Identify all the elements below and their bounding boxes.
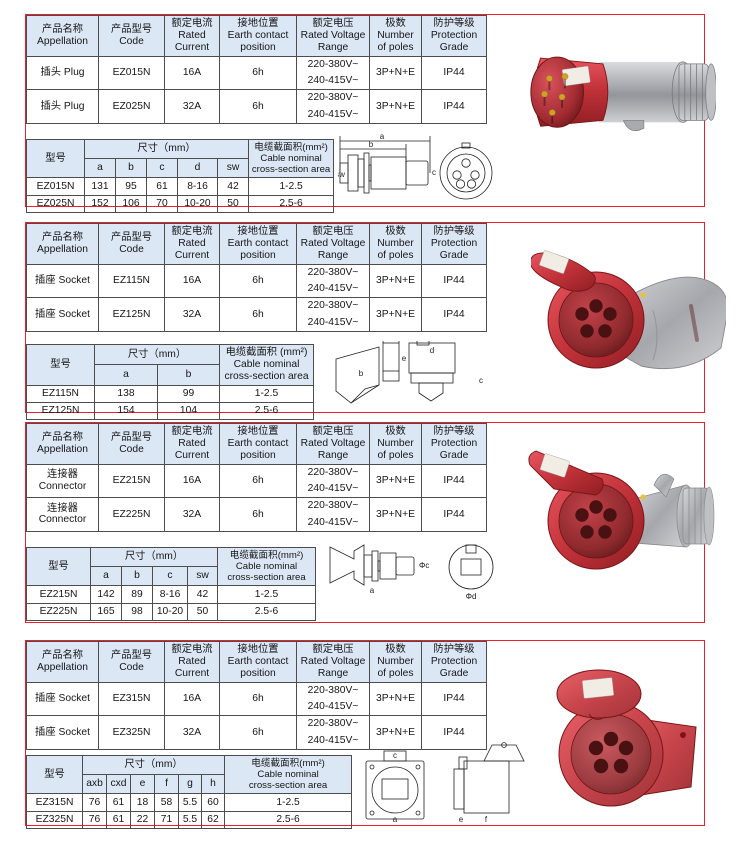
svg-text:c: c [393, 751, 397, 760]
svg-text:Φd: Φd [466, 592, 477, 601]
svg-text:Φc: Φc [419, 561, 429, 570]
svg-text:e: e [402, 354, 407, 363]
svg-text:b: b [369, 140, 374, 149]
svg-text:a: a [380, 133, 385, 141]
svg-text:a: a [393, 815, 398, 824]
svg-text:e: e [459, 815, 464, 824]
svg-text:c: c [479, 376, 483, 385]
svg-text:a: a [370, 586, 375, 595]
svg-text:f: f [485, 815, 488, 824]
svg-text:c: c [432, 168, 436, 177]
svg-text:sw: sw [338, 170, 345, 179]
svg-text:b: b [359, 369, 364, 378]
svg-text:d: d [430, 346, 434, 355]
